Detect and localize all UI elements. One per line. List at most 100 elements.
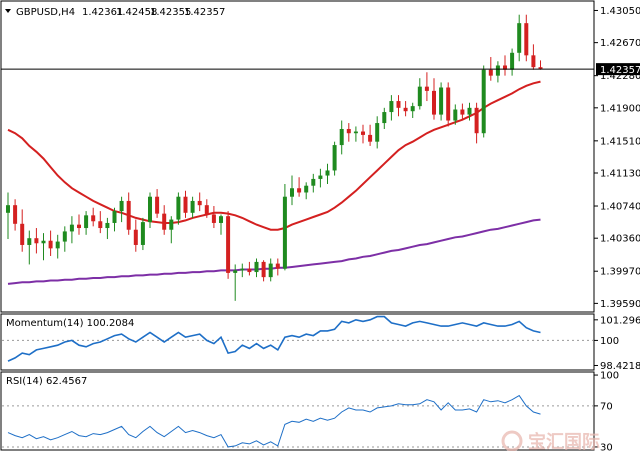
candle — [34, 228, 39, 254]
candle — [332, 141, 337, 176]
candle-body — [69, 224, 74, 232]
trend-moving-average-line — [7, 218, 541, 285]
candle-body — [339, 128, 344, 146]
candle-body — [197, 200, 202, 206]
candle-body — [304, 185, 309, 193]
candle-body — [453, 109, 458, 121]
candle — [467, 102, 472, 121]
rsi-axis-tick-label: 100 — [600, 371, 619, 382]
trend-ma-path — [7, 218, 541, 285]
candle — [69, 216, 74, 244]
candle-body — [226, 216, 231, 273]
candle-body — [268, 263, 273, 278]
candle — [148, 192, 152, 229]
rsi-axis-tick-label: 70 — [600, 401, 613, 412]
candle-body — [346, 128, 351, 134]
candle — [524, 14, 529, 62]
candle — [211, 206, 216, 229]
candle-body — [396, 101, 401, 108]
candle-body — [495, 65, 500, 76]
candle — [353, 126, 358, 142]
candle-body — [361, 131, 365, 135]
candle — [20, 209, 25, 252]
candle-body — [332, 145, 337, 171]
candle — [183, 190, 188, 218]
candle — [27, 230, 32, 265]
candle — [204, 199, 209, 218]
candle-body — [446, 87, 451, 121]
candle — [424, 72, 429, 102]
candle — [77, 214, 81, 235]
candle — [126, 192, 131, 235]
candle-body — [155, 196, 160, 214]
candle-body — [13, 205, 18, 224]
candle — [361, 124, 365, 144]
candle-body — [538, 67, 543, 69]
candle — [481, 65, 486, 138]
candle-body — [34, 238, 39, 244]
candle — [531, 44, 536, 70]
slow-ma-path — [7, 80, 541, 231]
candle-body — [62, 231, 67, 242]
candle — [368, 124, 373, 146]
price-axis-tick-label: 1.41900 — [600, 103, 640, 114]
rsi-line — [7, 394, 541, 448]
candle-body — [467, 107, 472, 115]
rsi-title: RSI(14) 62.4567 — [6, 376, 87, 387]
candle-body — [140, 222, 145, 245]
ohlc-close: 1.42357 — [184, 7, 225, 18]
current-price-label: 1.42357 — [600, 65, 640, 76]
candle — [538, 60, 543, 70]
candle — [240, 263, 245, 278]
candle — [275, 258, 280, 276]
candle — [48, 230, 53, 256]
candle — [290, 175, 294, 206]
candle — [98, 211, 103, 234]
candle — [190, 196, 195, 218]
candles — [6, 14, 543, 301]
candle-body — [375, 123, 380, 142]
candle — [325, 163, 330, 185]
candle — [417, 78, 422, 110]
symbol-dropdown-icon[interactable] — [5, 9, 11, 13]
candle — [226, 211, 231, 279]
price-pane: GBPUSD,H4 1.42361 1.42458 1.42355 1.4235… — [0, 0, 640, 313]
candle — [140, 217, 145, 251]
candle-body — [6, 205, 10, 213]
candle-body — [417, 86, 422, 107]
candle-body — [403, 107, 408, 112]
candle — [91, 207, 96, 227]
price-axis-tick-label: 1.41510 — [600, 136, 640, 147]
watermark-logo-icon — [501, 430, 523, 451]
price-axis-tick-label: 1.39970 — [600, 267, 640, 278]
candle-body — [510, 52, 515, 70]
candle — [176, 192, 181, 225]
candle-body — [162, 213, 167, 230]
price-axis-tick-label: 1.43050 — [600, 6, 640, 17]
candle-body — [439, 87, 444, 115]
candle-body — [290, 188, 294, 197]
candle-body — [325, 170, 330, 176]
momentum-axis-tick-label: 98.4218 — [600, 361, 640, 372]
candle-body — [410, 106, 415, 112]
candle-body — [233, 270, 238, 273]
candle-body — [368, 134, 373, 142]
candle-body — [20, 223, 25, 245]
candle — [403, 101, 408, 117]
candle-body — [211, 214, 216, 223]
price-axis-tick-label: 1.40740 — [600, 202, 640, 213]
slow-moving-average-line — [7, 80, 541, 231]
candle-body — [432, 90, 436, 115]
rsi-axis: 100 70 30 — [594, 371, 619, 451]
candle-body — [183, 196, 188, 213]
candle — [247, 261, 252, 276]
candle-body — [105, 222, 110, 229]
price-pane-frame — [0, 0, 595, 313]
candle — [112, 207, 117, 232]
rsi-axis-tick-label: 30 — [600, 442, 613, 451]
candle — [84, 211, 89, 235]
candle — [62, 226, 67, 252]
candle-body — [531, 55, 536, 68]
momentum-axis-tick-label: 100 — [600, 336, 619, 347]
